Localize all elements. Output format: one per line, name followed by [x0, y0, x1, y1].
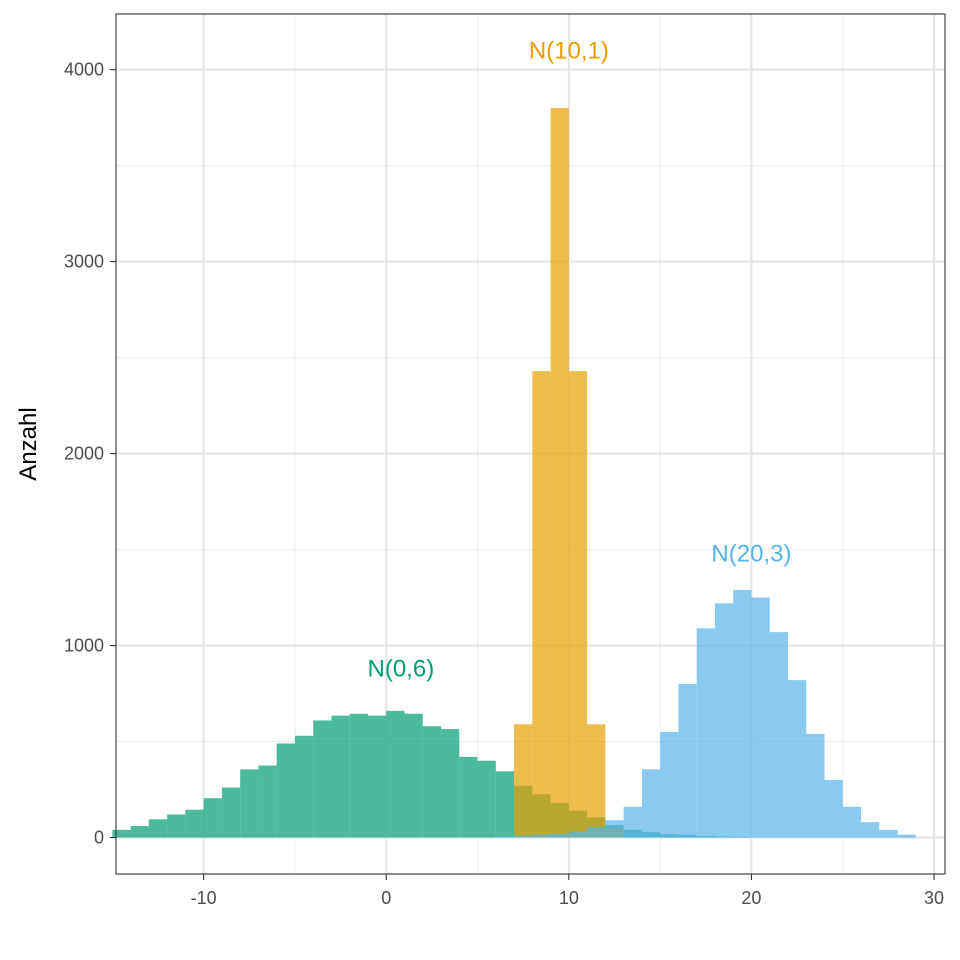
- y-tick-label: 2000: [64, 444, 104, 464]
- histogram-bar: [112, 829, 131, 838]
- histogram-bar: [130, 826, 149, 838]
- histogram-bar: [167, 814, 186, 838]
- histogram-bar: [441, 729, 460, 838]
- histogram-bar: [185, 809, 204, 838]
- y-tick-label: 3000: [64, 252, 104, 272]
- histogram-bar: [422, 726, 442, 838]
- series-1-bars: [514, 108, 624, 838]
- y-tick-label: 0: [94, 828, 104, 848]
- tick-labels: -10 0 10 20 30 0 1000 2000 3000 4000: [64, 60, 944, 908]
- histogram-bar: [349, 713, 368, 838]
- histogram-bars: [112, 108, 916, 838]
- y-tick-label: 4000: [64, 60, 104, 80]
- histogram-bar: [568, 371, 588, 838]
- series-label: N(10,1): [529, 37, 609, 64]
- histogram-bar: [861, 822, 880, 838]
- histogram-bar: [514, 835, 533, 838]
- histogram-bar: [313, 720, 332, 838]
- histogram-bar: [678, 683, 697, 838]
- histogram-bar: [514, 724, 533, 838]
- histogram-bar: [331, 715, 350, 838]
- x-tick-label: 10: [559, 888, 579, 908]
- histogram-bar: [258, 765, 277, 838]
- histogram-bar: [276, 743, 295, 838]
- x-tick-label: 0: [381, 888, 391, 908]
- histogram-bar: [532, 834, 551, 838]
- histogram-bar: [495, 771, 515, 838]
- series-labels: N(0,6) N(10,1) N(20,3): [368, 37, 792, 682]
- histogram-bar: [587, 724, 606, 838]
- x-tick-label: 20: [741, 888, 761, 908]
- histogram-bar: [386, 710, 405, 838]
- histogram-bar: [733, 589, 752, 838]
- histogram-bar: [550, 108, 569, 838]
- histogram-bar: [294, 735, 314, 838]
- histogram-bar: [203, 798, 222, 838]
- histogram-bar: [897, 834, 916, 838]
- panel-border: [115, 13, 946, 875]
- histogram-bar: [769, 632, 788, 838]
- histogram-bar: [221, 787, 241, 838]
- histogram-bar: [806, 733, 825, 838]
- histogram-bar: [787, 680, 807, 838]
- histogram-bar: [824, 779, 843, 838]
- histogram-bar: [605, 820, 624, 838]
- histogram-bar: [879, 829, 898, 838]
- histogram-bar: [148, 819, 168, 838]
- histogram-bar: [550, 833, 569, 838]
- series-label: N(0,6): [368, 656, 435, 683]
- histogram-bar: [459, 756, 478, 838]
- histogram-bar: [477, 760, 496, 838]
- histogram-bar: [623, 806, 642, 838]
- histogram-bar: [842, 806, 862, 838]
- histogram-bar: [660, 731, 679, 838]
- histogram-bar: [587, 826, 606, 838]
- minor-gridlines: [116, 14, 945, 874]
- histogram-bar: [714, 603, 734, 838]
- histogram-bar: [641, 769, 661, 838]
- histogram-bar: [568, 831, 588, 838]
- histogram-bar: [495, 836, 515, 838]
- y-axis-title: Anzahl: [15, 407, 42, 480]
- axis-ticks: [110, 69, 935, 880]
- x-tick-label: -10: [191, 888, 217, 908]
- histogram-bar: [367, 715, 387, 838]
- histogram-bar: [696, 628, 715, 838]
- series-2-bars: [495, 589, 916, 838]
- histogram-bar: [532, 371, 551, 838]
- histogram-bar: [404, 713, 423, 838]
- histogram-bar: [240, 769, 259, 838]
- y-tick-label: 1000: [64, 636, 104, 656]
- x-tick-label: 30: [924, 888, 944, 908]
- histogram-bar: [751, 597, 770, 838]
- series-label: N(20,3): [711, 540, 791, 567]
